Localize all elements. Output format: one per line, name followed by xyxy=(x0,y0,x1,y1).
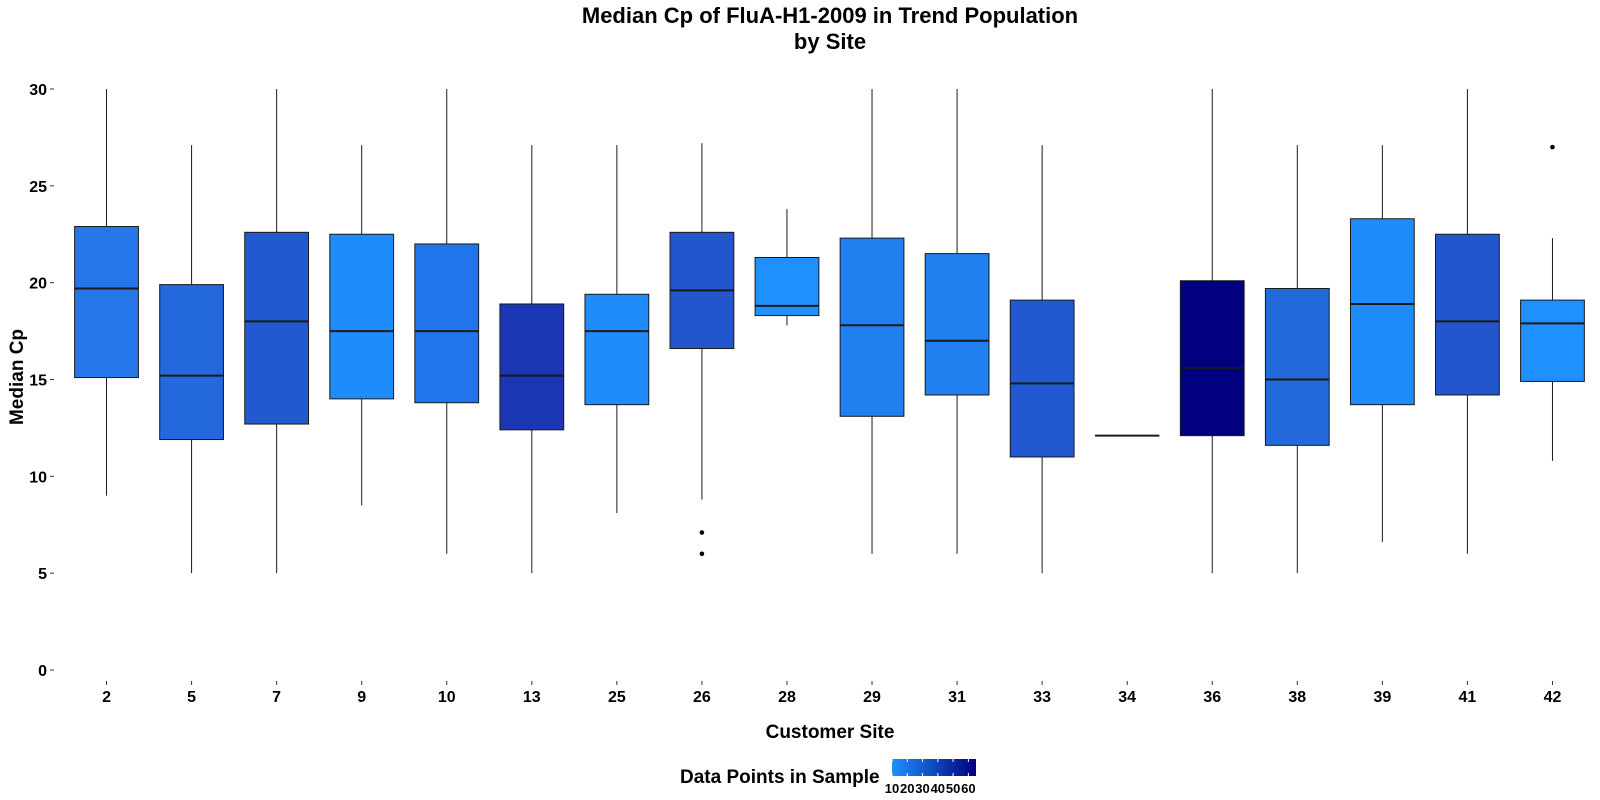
x-tick-label: 9 xyxy=(357,689,366,706)
box-site-41 xyxy=(1435,89,1500,554)
x-tick-label: 29 xyxy=(863,689,881,706)
y-tick-label: 25 xyxy=(29,179,47,196)
legend-ticks: 10 20 30 40 50 60 xyxy=(885,759,976,796)
x-tick-label: 34 xyxy=(1118,689,1136,706)
box-site-33 xyxy=(1009,145,1075,574)
outlier-point xyxy=(699,551,705,557)
x-tick-label: 13 xyxy=(523,689,541,706)
x-axis-title: Customer Site xyxy=(766,722,895,743)
legend-tick-label: 60 xyxy=(961,781,975,796)
y-tick-label: 15 xyxy=(29,373,47,390)
box-site-9 xyxy=(329,145,395,506)
x-tick-label: 42 xyxy=(1544,689,1562,706)
box-iqr xyxy=(1520,299,1585,382)
box-iqr xyxy=(244,231,310,425)
box-iqr xyxy=(584,293,650,406)
y-tick-label: 0 xyxy=(38,663,47,680)
box-site-13 xyxy=(499,145,565,574)
box-site-26 xyxy=(669,143,735,557)
chart-subtitle: by Site xyxy=(794,29,866,54)
box-iqr xyxy=(1009,299,1075,458)
boxes-layer xyxy=(74,89,1585,574)
box-iqr xyxy=(1349,218,1415,406)
outlier-point xyxy=(699,530,705,535)
box-iqr xyxy=(839,237,905,417)
x-tick-label: 38 xyxy=(1288,689,1306,706)
y-axis-title: Median Cp xyxy=(7,329,28,425)
x-tick-label: 41 xyxy=(1459,689,1477,706)
box-site-31 xyxy=(924,89,990,554)
legend-tick-label: 40 xyxy=(931,781,945,796)
x-tick-label: 7 xyxy=(272,689,281,706)
y-tick-label: 30 xyxy=(29,82,47,99)
x-tick-label: 36 xyxy=(1203,689,1221,706)
box-iqr xyxy=(924,253,990,396)
x-tick-label: 31 xyxy=(948,689,966,706)
legend-tick-label: 20 xyxy=(900,781,914,796)
box-iqr xyxy=(414,243,480,404)
legend-tick-label: 50 xyxy=(946,781,960,796)
color-legend: Data Points in Sample 10 20 30 40 50 60 xyxy=(680,759,976,796)
x-tick-label: 25 xyxy=(608,689,626,706)
chart-title: Median Cp of FluA-H1-2009 in Trend Popul… xyxy=(582,3,1078,28)
box-site-36 xyxy=(1179,89,1245,574)
x-tick-label: 39 xyxy=(1373,689,1391,706)
x-tick-label: 5 xyxy=(187,689,196,706)
legend-tick-label: 10 xyxy=(885,781,899,796)
x-tick-label: 33 xyxy=(1033,689,1051,706)
box-site-2 xyxy=(74,89,139,496)
outlier-point xyxy=(1550,144,1555,150)
legend-title: Data Points in Sample xyxy=(680,767,880,788)
box-site-28 xyxy=(754,209,820,326)
box-iqr xyxy=(1179,280,1245,437)
legend-colorbar xyxy=(892,759,976,776)
x-tick-label: 28 xyxy=(778,689,796,706)
box-site-38 xyxy=(1264,145,1330,574)
legend-tick-label: 30 xyxy=(915,781,929,796)
box-site-25 xyxy=(584,145,650,514)
box-site-5 xyxy=(159,145,224,574)
x-axis: 2 5 7 9 10 13 25 26 28 29 31 33 34 36 38 39 41 42 xyxy=(102,681,1561,706)
box-iqr xyxy=(499,303,565,431)
x-tick-label: 26 xyxy=(693,689,711,706)
box-iqr xyxy=(159,284,224,441)
box-site-7 xyxy=(244,89,310,574)
x-tick-label: 2 xyxy=(102,689,111,706)
box-iqr xyxy=(329,233,395,400)
y-tick-label: 20 xyxy=(29,276,47,293)
box-iqr xyxy=(1264,287,1330,446)
box-iqr xyxy=(1435,233,1500,396)
box-iqr xyxy=(74,226,139,379)
y-axis: 0 5 10 15 20 25 30 xyxy=(29,82,54,680)
x-tick-label: 10 xyxy=(438,689,456,706)
box-site-10 xyxy=(414,89,480,554)
box-site-42 xyxy=(1520,144,1585,461)
box-site-39 xyxy=(1349,145,1415,543)
y-tick-label: 10 xyxy=(29,469,47,486)
y-tick-label: 5 xyxy=(38,566,47,583)
box-site-29 xyxy=(839,89,905,554)
